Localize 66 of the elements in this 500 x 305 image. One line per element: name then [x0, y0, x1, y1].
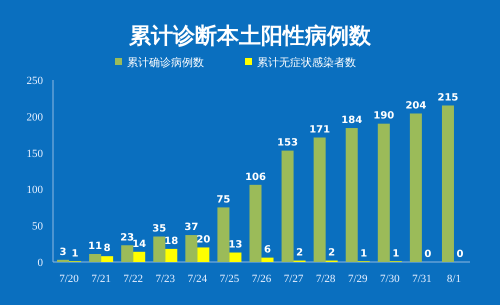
data-label: 13 — [228, 240, 242, 251]
bar — [410, 113, 422, 262]
data-label: 1 — [360, 248, 368, 260]
y-tick-label: 250 — [26, 75, 44, 87]
data-label: 20 — [196, 234, 210, 246]
data-label: 153 — [277, 138, 298, 149]
data-label: 184 — [341, 115, 362, 126]
bar — [197, 247, 210, 262]
data-label: 11 — [88, 240, 102, 252]
data-label: 35 — [152, 224, 166, 235]
bar — [282, 150, 294, 262]
data-label: 8 — [104, 243, 111, 254]
data-label: 204 — [405, 100, 426, 112]
x-tick-label: 7/20 — [59, 273, 80, 285]
bar — [121, 245, 134, 262]
y-tick-label: 50 — [32, 220, 44, 233]
bar — [153, 236, 166, 262]
data-label: 106 — [245, 172, 266, 183]
data-label: 6 — [264, 244, 272, 256]
legend-label: 累计无症状感染者数 — [257, 56, 356, 69]
data-label: 215 — [438, 92, 458, 104]
x-tick-label: 7/31 — [412, 273, 432, 285]
data-label: 171 — [309, 124, 330, 136]
x-tick-label: 7/30 — [380, 273, 400, 285]
y-tick-label: 150 — [26, 148, 44, 160]
bar — [229, 252, 242, 262]
data-label: 190 — [373, 110, 394, 122]
data-label: 14 — [132, 238, 146, 250]
bar — [378, 124, 390, 262]
bar — [185, 235, 198, 262]
legend-label: 累计确诊病例数 — [127, 56, 204, 69]
data-label: 3 — [60, 246, 67, 258]
y-tick-label: 200 — [26, 111, 44, 124]
bar — [314, 138, 326, 262]
x-tick-label: 7/26 — [252, 273, 272, 285]
data-label: 0 — [424, 249, 432, 260]
bar — [217, 207, 230, 262]
x-tick-label: 7/27 — [284, 273, 304, 285]
bar — [89, 254, 102, 262]
x-tick-label: 7/24 — [188, 273, 208, 285]
data-label: 37 — [184, 222, 198, 234]
bar — [262, 258, 274, 262]
chart-title: 累计诊断本土阳性病例数 — [128, 24, 372, 49]
data-label: 2 — [328, 248, 336, 259]
x-tick-label: 7/29 — [348, 273, 368, 285]
data-label: 1 — [392, 248, 400, 260]
data-label: 0 — [456, 249, 464, 260]
bar — [101, 256, 114, 262]
y-tick-label: 0 — [38, 257, 44, 269]
data-label: 18 — [164, 236, 178, 247]
x-tick-label: 7/21 — [91, 273, 111, 285]
x-tick-label: 7/25 — [220, 273, 240, 285]
data-label: 75 — [216, 194, 230, 206]
data-label: 1 — [72, 248, 79, 260]
y-tick-label: 100 — [26, 184, 44, 196]
bar — [165, 248, 178, 262]
x-tick-label: 7/22 — [123, 273, 143, 285]
data-label: 2 — [296, 248, 304, 259]
bar — [346, 128, 358, 262]
bar — [133, 252, 146, 262]
x-tick-label: 7/28 — [316, 273, 336, 285]
bar — [250, 184, 262, 262]
x-tick-label: 8/1 — [446, 273, 461, 285]
data-label: 23 — [120, 232, 134, 244]
bar — [442, 105, 454, 262]
x-tick-label: 7/23 — [155, 273, 176, 285]
